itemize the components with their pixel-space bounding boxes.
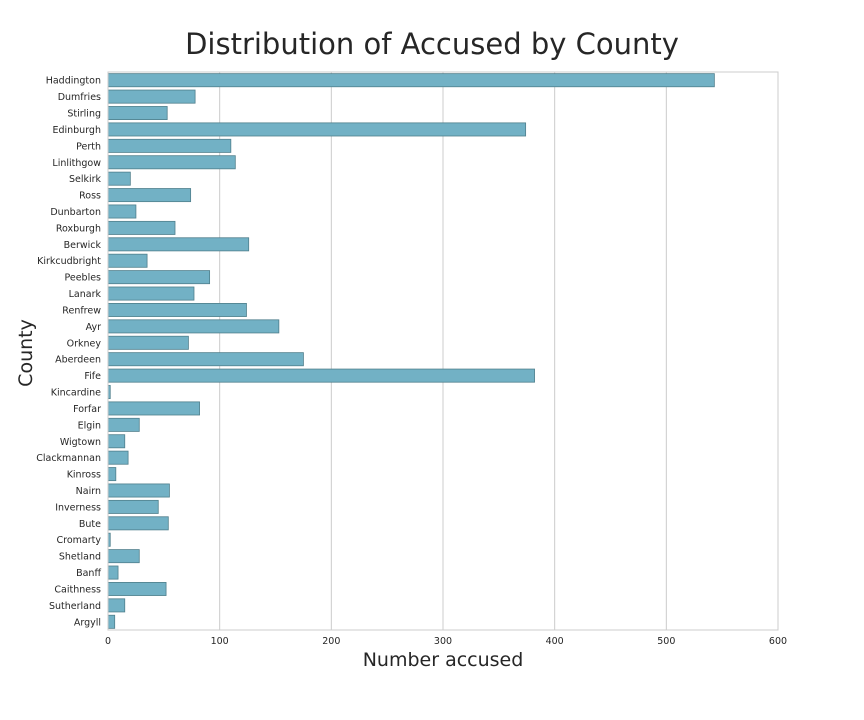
plot-frame	[107, 71, 779, 631]
bar	[107, 368, 535, 383]
bar	[107, 155, 236, 170]
bar	[107, 450, 129, 465]
bar	[107, 171, 131, 186]
y-tick-label: Kinross	[67, 470, 101, 481]
y-tick-label: Berwick	[64, 240, 102, 251]
bar	[107, 73, 715, 88]
bar	[107, 434, 126, 449]
y-tick-label: Haddington	[46, 76, 101, 87]
bar	[107, 138, 232, 153]
y-tick-label: Lanark	[69, 289, 102, 300]
bar	[107, 253, 148, 268]
bar	[107, 286, 195, 301]
y-tick-label: Wigtown	[60, 437, 101, 448]
bar	[107, 352, 304, 367]
bar	[107, 122, 527, 137]
bar	[107, 89, 196, 104]
x-tick-label: 400	[546, 636, 564, 647]
bar	[107, 237, 250, 252]
x-tick-label: 100	[211, 636, 229, 647]
y-tick-label: Peebles	[64, 273, 101, 284]
y-tick-label: Ross	[79, 191, 101, 202]
bar	[107, 303, 247, 317]
bar	[107, 516, 169, 531]
y-tick-label: Aberdeen	[55, 355, 101, 366]
y-tick-label: Fife	[84, 371, 101, 382]
x-tick-label: 200	[322, 636, 340, 647]
y-tick-label: Argyll	[74, 617, 101, 628]
y-tick-label: Bute	[79, 519, 101, 530]
bar	[107, 204, 137, 219]
y-tick-labels: Haddington Dumfries Stirling Edinburgh Perth…	[36, 76, 101, 629]
y-axis-label: County	[15, 319, 37, 387]
bar	[107, 270, 211, 285]
y-tick-label: Sutherland	[49, 601, 101, 612]
y-tick-label: Elgin	[78, 420, 101, 431]
y-tick-label: Ayr	[86, 322, 101, 333]
chart-title: Distribution of Accused by County	[185, 27, 679, 61]
x-tick-label: 500	[657, 636, 675, 647]
bar	[107, 106, 168, 120]
y-tick-label: Orkney	[67, 338, 102, 349]
y-tick-label: Shetland	[59, 552, 101, 563]
y-tick-label: Forfar	[73, 404, 101, 415]
bar	[107, 335, 189, 350]
bar	[107, 565, 119, 580]
y-tick-label: Dumfries	[58, 92, 101, 103]
bar	[107, 483, 170, 498]
y-tick-label: Clackmannan	[36, 453, 101, 464]
bar	[107, 319, 280, 334]
y-tick-label: Selkirk	[69, 174, 102, 185]
bar	[107, 549, 140, 564]
bar	[107, 401, 200, 416]
y-tick-label: Renfrew	[62, 305, 101, 316]
y-tick-label: Edinburgh	[52, 125, 101, 136]
y-tick-label: Dunbarton	[50, 207, 101, 218]
y-tick-label: Roxburgh	[56, 223, 101, 234]
y-tick-label: Banff	[76, 568, 101, 579]
y-tick-label: Cromarty	[57, 535, 102, 546]
bar	[107, 220, 176, 235]
bar	[107, 417, 140, 432]
bar	[107, 467, 117, 482]
y-tick-label: Perth	[76, 141, 101, 152]
y-tick-label: Caithness	[54, 584, 101, 595]
bar	[107, 598, 126, 613]
y-tick-label: Kirkcudbright	[37, 256, 101, 267]
x-tick-label: 0	[105, 636, 111, 647]
y-tick-label: Nairn	[76, 486, 101, 497]
bar	[107, 614, 116, 629]
x-tick-labels: 0 100 200 300 400 500 600	[105, 636, 787, 647]
bars	[107, 73, 715, 629]
bar	[107, 188, 192, 203]
x-tick-label: 600	[769, 636, 787, 647]
x-tick-label: 300	[434, 636, 452, 647]
y-tick-label: Stirling	[67, 109, 101, 120]
y-tick-label: Inverness	[55, 502, 101, 513]
y-tick-label: Linlithgow	[52, 158, 101, 169]
x-axis-label: Number accused	[363, 649, 524, 671]
y-tick-label: Kincardine	[51, 388, 101, 399]
bar	[107, 582, 167, 596]
bar	[107, 499, 159, 514]
